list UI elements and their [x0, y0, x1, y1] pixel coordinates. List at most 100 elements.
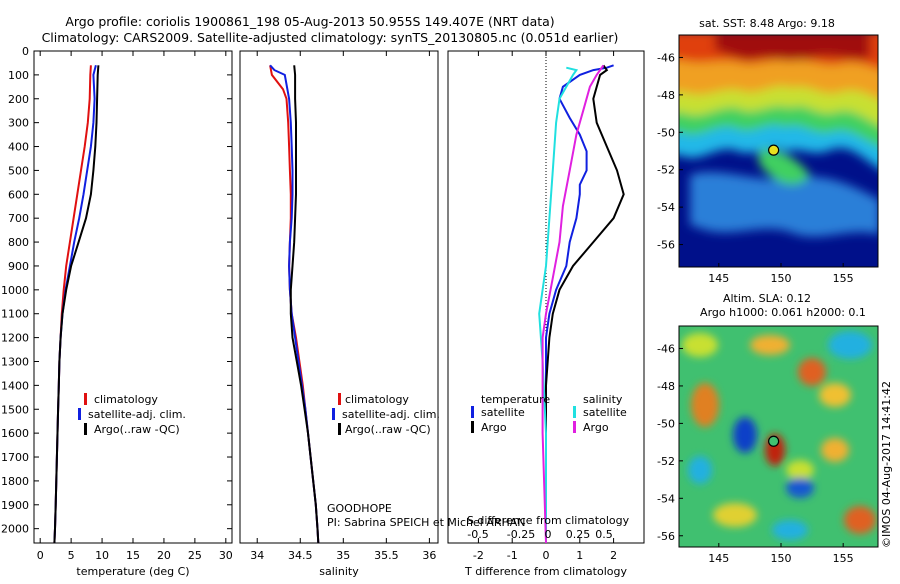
series-line	[53, 65, 92, 544]
difference-legend: temperature satellite Argo salinity sate…	[471, 393, 627, 434]
sla-heatmap-image	[679, 326, 878, 547]
temperature-x-ticks: 0 5 10 15 20 25 30	[37, 51, 233, 562]
map-y-tick-label: -48	[657, 89, 675, 102]
argo-float-marker	[768, 144, 780, 156]
series-line	[269, 64, 320, 544]
y-tick-label: 1700	[1, 451, 29, 464]
x-tick-label: 35.5	[374, 549, 399, 562]
x-tick-label: 1	[576, 549, 583, 562]
temperature-panel: 0 5 10 15 20 25 30 0 100 200 300 400 500 600 700 800 90…	[1, 45, 233, 578]
sla-map-title: Altim. SLA: 0.12	[723, 292, 811, 305]
map-x-tick-label: 145	[708, 272, 729, 285]
legend-swatch-s-argo	[573, 421, 576, 433]
y-tick-label: 700	[8, 212, 29, 225]
salinity-plot-frame	[239, 50, 439, 544]
map-y-tick-label: -54	[657, 492, 675, 505]
x-tick-label: 0	[543, 549, 550, 562]
map-x-tick-label: 150	[770, 272, 791, 285]
y-tick-label: 1200	[1, 332, 29, 345]
series-line	[53, 65, 97, 544]
legend-label-argo: Argo(..raw -QC)	[345, 423, 431, 436]
x-tick-label: 15	[126, 549, 140, 562]
sst-heatmap-image	[679, 35, 878, 267]
series-line	[269, 65, 320, 544]
imos-credit: ©IMOS 04-Aug-2017 14:41:42	[880, 381, 893, 548]
y-tick-label: 200	[8, 93, 29, 106]
legend-heading-temperature: temperature	[481, 393, 550, 406]
x-tick-label: 36	[422, 549, 436, 562]
y-tick-label: 800	[8, 236, 29, 249]
map-x-tick-label: 155	[833, 552, 854, 565]
y-tick-label: 1000	[1, 284, 29, 297]
x-tick-label: 5	[68, 549, 75, 562]
legend-label-climatology: climatology	[94, 393, 158, 406]
temperature-xlabel: temperature (deg C)	[76, 565, 189, 578]
x-tick-label: -2	[473, 549, 484, 562]
legend-swatch-climatology	[338, 393, 341, 405]
salinity-panel: 34 34.5 35 35.5 36 salinity climatology sate…	[239, 50, 526, 578]
y-tick-label: 0	[22, 45, 29, 58]
sst-map-panel: sat. SST: 8.48 Argo: 9.18	[657, 17, 879, 285]
x-tick-label: 35	[336, 549, 350, 562]
map-y-tick-label: -50	[657, 417, 675, 430]
map-y-tick-label: -46	[657, 51, 675, 64]
legend-swatch-argo	[84, 423, 87, 435]
secondary-tick-label: 0	[545, 528, 552, 541]
argo-float-marker	[768, 435, 780, 447]
map-y-tick-label: -48	[657, 380, 675, 393]
legend-label-s-satellite: satellite	[583, 406, 627, 419]
legend-label-satellite: satellite-adj. clim.	[88, 408, 186, 421]
y-tick-label: 1100	[1, 308, 29, 321]
salinity-legend: climatology satellite-adj. clim. Argo(..…	[332, 393, 440, 436]
salinity-series	[269, 64, 320, 544]
x-tick-label: -1	[507, 549, 518, 562]
x-tick-label: 0	[37, 549, 44, 562]
header-line2: Climatology: CARS2009. Satellite-adjuste…	[42, 30, 619, 45]
salinity-difference-tick-labels: -0.5 -0.25 0 0.25 0.5	[467, 528, 612, 541]
y-tick-label: 1500	[1, 403, 29, 416]
legend-swatch-argo	[338, 423, 341, 435]
map-y-tick-label: -50	[657, 126, 675, 139]
x-tick-label: 34	[250, 549, 264, 562]
sla-map-ticks: 145 150 155 -46 -48 -50 -52 -54 -56	[657, 342, 854, 565]
salinity-x-ticks: 34 34.5 35 35.5 36	[250, 51, 436, 562]
legend-label-t-argo: Argo	[481, 421, 507, 434]
legend-label-s-argo: Argo	[583, 421, 609, 434]
pi-annotation: PI: Sabrina SPEICH et Michel ARHAN	[327, 516, 526, 529]
y-tick-label: 1800	[1, 475, 29, 488]
y-tick-label: 300	[8, 117, 29, 130]
difference-panel: -2 -1 0 1 2 S difference from climatology -0…	[447, 50, 645, 578]
legend-label-argo: Argo(..raw -QC)	[94, 423, 180, 436]
sla-map-panel: Altim. SLA: 0.12 Argo h1000: 0.061 h2000…	[657, 292, 879, 565]
temperature-series	[53, 65, 100, 544]
legend-label-climatology: climatology	[345, 393, 409, 406]
map-x-tick-label: 155	[833, 272, 854, 285]
map-y-tick-label: -54	[657, 201, 675, 214]
map-y-tick-label: -56	[657, 530, 675, 543]
salinity-xlabel: salinity	[319, 565, 359, 578]
series-line	[545, 64, 625, 543]
map-y-tick-label: -56	[657, 239, 675, 252]
difference-top-xlabel: S difference from climatology	[467, 514, 630, 527]
difference-xlabel: T difference from climatology	[464, 565, 627, 578]
project-annotation: GOODHOPE	[327, 502, 392, 515]
y-tick-label: 900	[8, 260, 29, 273]
difference-series	[538, 64, 625, 544]
legend-swatch-satellite	[78, 408, 81, 420]
legend-label-t-satellite: satellite	[481, 406, 525, 419]
depth-y-ticks: 0 100 200 300 400 500 600 700 800 900 1000 1100 1200…	[1, 45, 232, 536]
sst-map-title: sat. SST: 8.48 Argo: 9.18	[699, 17, 835, 30]
temperature-legend: climatology satellite-adj. clim. Argo(..…	[78, 393, 186, 436]
map-y-tick-label: -52	[657, 455, 675, 468]
secondary-tick-label: 0.5	[595, 528, 613, 541]
legend-label-satellite: satellite-adj. clim.	[342, 408, 440, 421]
legend-swatch-s-satellite	[573, 406, 576, 418]
secondary-tick-label: -0.25	[507, 528, 535, 541]
y-tick-label: 500	[8, 164, 29, 177]
series-line	[289, 65, 320, 544]
legend-swatch-t-satellite	[471, 406, 474, 418]
y-tick-label: 1900	[1, 499, 29, 512]
x-tick-label: 34.5	[288, 549, 313, 562]
x-tick-label: 2	[610, 549, 617, 562]
y-tick-label: 1600	[1, 427, 29, 440]
